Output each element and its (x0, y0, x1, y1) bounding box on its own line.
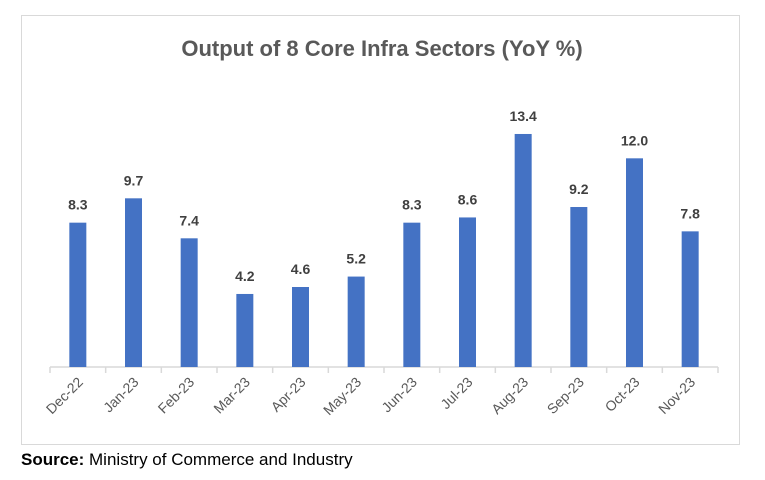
x-tick-label: Dec-22 (43, 374, 86, 417)
x-tick-label: Nov-23 (655, 374, 698, 417)
chart-frame (21, 15, 740, 445)
data-label: 7.4 (179, 212, 199, 228)
x-tick-label: Mar-23 (210, 374, 253, 417)
data-label: 4.2 (235, 268, 255, 284)
source-note: Source: Ministry of Commerce and Industr… (21, 450, 353, 470)
bar-may-23 (347, 276, 365, 367)
x-tick-label: Jun-23 (378, 374, 420, 416)
data-label: 8.3 (68, 197, 88, 213)
data-label: 12.0 (621, 132, 648, 148)
bar-oct-23 (626, 158, 643, 367)
bar-aug-23 (514, 133, 532, 367)
x-tick-label: Sep-23 (544, 374, 587, 417)
x-tick-label: Feb-23 (155, 374, 198, 417)
x-tick-label: Jan-23 (100, 374, 142, 416)
data-label: 9.7 (124, 172, 144, 188)
data-label: 5.2 (346, 251, 366, 267)
bar-jan-23 (125, 198, 142, 367)
bar-feb-23 (180, 238, 198, 367)
bar-jul-23 (459, 217, 476, 367)
data-label: 9.2 (569, 181, 589, 197)
data-label: 13.4 (510, 108, 537, 124)
bar-sep-23 (570, 207, 588, 367)
x-tick-label: Oct-23 (602, 374, 643, 415)
data-label: 4.6 (291, 261, 311, 277)
x-tick-label: Aug-23 (488, 374, 531, 417)
x-tick-label: Apr-23 (268, 374, 309, 415)
bar-mar-23 (236, 293, 254, 367)
x-tick-label: May-23 (320, 374, 364, 418)
x-tick-label: Jul-23 (437, 374, 475, 412)
data-label: 8.6 (458, 191, 478, 207)
bar-apr-23 (292, 287, 309, 367)
bar-nov-23 (681, 231, 699, 367)
data-label: 7.8 (680, 205, 700, 221)
bar-dec-22 (69, 222, 87, 367)
chart-title: Output of 8 Core Infra Sectors (YoY %) (181, 36, 582, 61)
source-label: Source: (21, 450, 85, 469)
bar-jun-23 (403, 222, 421, 367)
data-label: 8.3 (402, 197, 422, 213)
source-text: Ministry of Commerce and Industry (84, 450, 353, 469)
